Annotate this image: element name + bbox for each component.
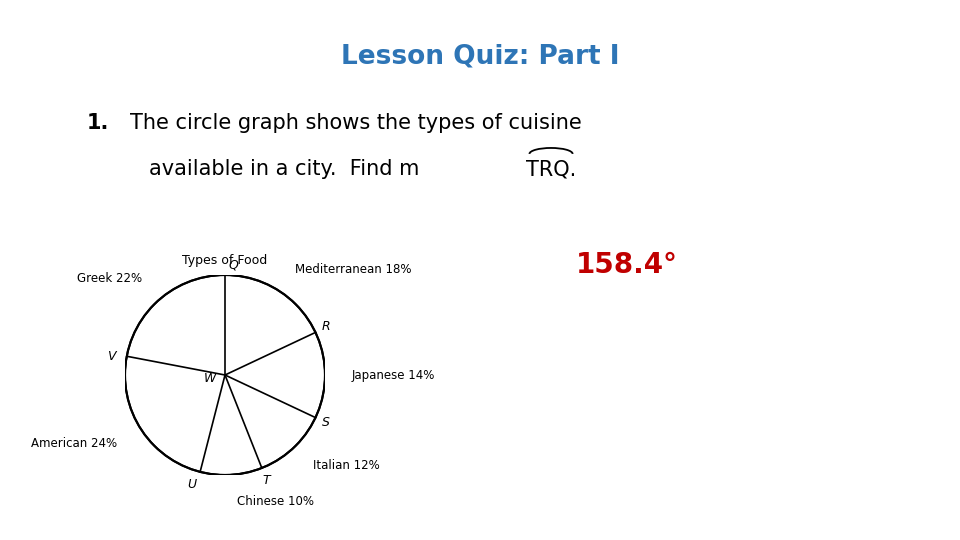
Text: W: W: [204, 373, 216, 386]
Text: American 24%: American 24%: [31, 436, 117, 450]
Text: V: V: [107, 350, 115, 363]
Text: Types of Food: Types of Food: [182, 254, 268, 267]
Text: 158.4°: 158.4°: [576, 251, 678, 279]
Text: S: S: [322, 416, 329, 429]
Text: U: U: [187, 478, 197, 491]
Text: T: T: [262, 475, 270, 488]
Text: Lesson Quiz: Part I: Lesson Quiz: Part I: [341, 43, 619, 69]
Text: The circle graph shows the types of cuisine: The circle graph shows the types of cuis…: [130, 113, 582, 133]
Circle shape: [125, 275, 325, 475]
Text: R: R: [322, 320, 330, 333]
Text: Italian 12%: Italian 12%: [313, 459, 380, 472]
Text: Chinese 10%: Chinese 10%: [237, 495, 315, 508]
Text: Mediterranean 18%: Mediterranean 18%: [295, 263, 412, 276]
Text: 1.: 1.: [86, 113, 108, 133]
Text: Greek 22%: Greek 22%: [78, 272, 142, 285]
Text: Q: Q: [228, 259, 238, 272]
Text: available in a city.  Find m: available in a city. Find m: [149, 159, 420, 179]
Text: Japanese 14%: Japanese 14%: [351, 368, 435, 381]
Text: TRQ.: TRQ.: [526, 159, 576, 179]
